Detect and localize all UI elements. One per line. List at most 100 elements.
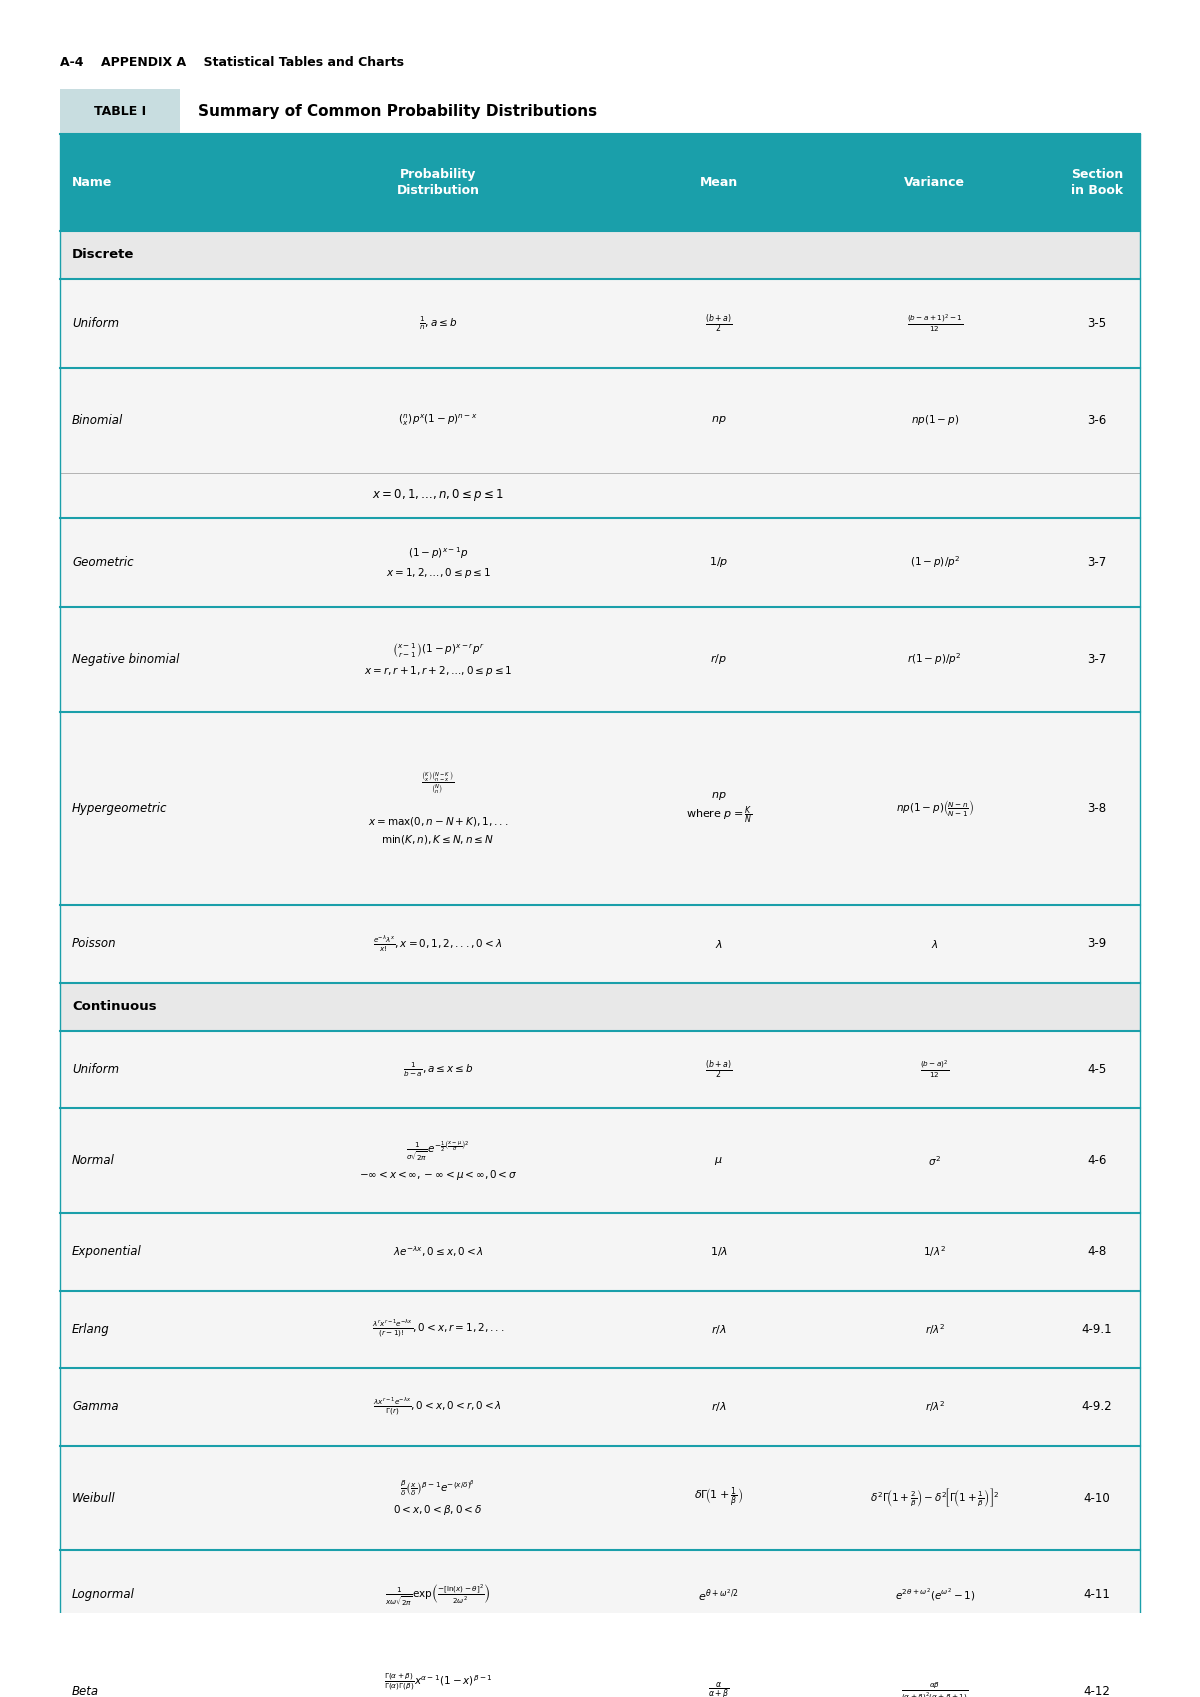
Text: $\frac{\Gamma(\alpha+\beta)}{\Gamma(\alpha)\Gamma(\beta)}x^{\alpha-1}(1-x)^{\bet: $\frac{\Gamma(\alpha+\beta)}{\Gamma(\alp… bbox=[383, 1672, 493, 1697]
Text: $r/\lambda^2$: $r/\lambda^2$ bbox=[924, 1400, 946, 1414]
Text: Gamma: Gamma bbox=[72, 1400, 119, 1414]
Text: $\lambda e^{-\lambda x}, 0\leq x, 0<\lambda$: $\lambda e^{-\lambda x}, 0\leq x, 0<\lam… bbox=[392, 1244, 484, 1259]
Text: $\lambda$: $\lambda$ bbox=[715, 938, 722, 950]
FancyBboxPatch shape bbox=[60, 905, 1140, 983]
Text: $\frac{1}{n}, a \leq b$: $\frac{1}{n}, a \leq b$ bbox=[419, 316, 457, 333]
FancyBboxPatch shape bbox=[60, 1639, 1140, 1697]
Text: Erlang: Erlang bbox=[72, 1324, 109, 1336]
FancyBboxPatch shape bbox=[60, 473, 1140, 518]
Text: 3-6: 3-6 bbox=[1087, 414, 1106, 426]
Text: $\frac{(b-a)^2}{12}$: $\frac{(b-a)^2}{12}$ bbox=[920, 1059, 949, 1081]
Text: TABLE I: TABLE I bbox=[94, 105, 146, 117]
Text: $\frac{1}{\sigma\sqrt{2\pi}}e^{-\frac{1}{2}\left(\frac{x-\mu}{\sigma}\right)^2}$: $\frac{1}{\sigma\sqrt{2\pi}}e^{-\frac{1}… bbox=[359, 1140, 517, 1183]
Text: Beta: Beta bbox=[72, 1685, 100, 1697]
Text: $np(1-p)\left(\frac{N-n}{N-1}\right)$: $np(1-p)\left(\frac{N-n}{N-1}\right)$ bbox=[896, 798, 973, 818]
Text: Negative binomial: Negative binomial bbox=[72, 653, 179, 665]
Text: Summary of Common Probability Distributions: Summary of Common Probability Distributi… bbox=[198, 104, 598, 119]
Text: $\delta\Gamma\!\left(1+\frac{1}{\beta}\right)$: $\delta\Gamma\!\left(1+\frac{1}{\beta}\r… bbox=[695, 1487, 743, 1510]
FancyBboxPatch shape bbox=[60, 606, 1140, 711]
FancyBboxPatch shape bbox=[60, 711, 1140, 905]
Text: $\frac{\binom{K}{x}\binom{N-K}{n-x}}{\binom{N}{n}}$

$x=\max(0,n-N+K),1,...$
$\m: $\frac{\binom{K}{x}\binom{N-K}{n-x}}{\bi… bbox=[367, 770, 509, 845]
Text: $np$: $np$ bbox=[712, 414, 726, 426]
Text: $\frac{\lambda x^{r-1}e^{-\lambda x}}{\Gamma(r)}, 0<x, 0<r, 0<\lambda$: $\frac{\lambda x^{r-1}e^{-\lambda x}}{\G… bbox=[373, 1397, 503, 1417]
Text: A-4    APPENDIX A    Statistical Tables and Charts: A-4 APPENDIX A Statistical Tables and Ch… bbox=[60, 56, 404, 70]
Text: 3-8: 3-8 bbox=[1087, 801, 1106, 815]
FancyBboxPatch shape bbox=[60, 1446, 1140, 1551]
FancyBboxPatch shape bbox=[60, 1108, 1140, 1213]
Text: Exponential: Exponential bbox=[72, 1246, 142, 1259]
FancyBboxPatch shape bbox=[60, 1213, 1140, 1291]
Text: $\mu$: $\mu$ bbox=[714, 1156, 724, 1168]
Text: Uniform: Uniform bbox=[72, 1064, 119, 1076]
FancyBboxPatch shape bbox=[60, 368, 1140, 473]
Text: Probability
Distribution: Probability Distribution bbox=[396, 168, 480, 197]
Text: Binomial: Binomial bbox=[72, 414, 124, 426]
Text: 4-5: 4-5 bbox=[1087, 1064, 1106, 1076]
Text: 3-5: 3-5 bbox=[1087, 317, 1106, 329]
Text: Mean: Mean bbox=[700, 176, 738, 188]
Text: $\frac{\beta}{\delta}\left(\frac{x}{\delta}\right)^{\beta-1}e^{-(x/\delta)^\beta: $\frac{\beta}{\delta}\left(\frac{x}{\del… bbox=[394, 1478, 482, 1517]
Text: Section
in Book: Section in Book bbox=[1070, 168, 1123, 197]
FancyBboxPatch shape bbox=[60, 518, 1140, 606]
Text: $\frac{e^{-\lambda}\lambda^x}{x!}, x=0,1,2,...,0<\lambda$: $\frac{e^{-\lambda}\lambda^x}{x!}, x=0,1… bbox=[373, 933, 503, 954]
Text: Geometric: Geometric bbox=[72, 557, 133, 568]
FancyBboxPatch shape bbox=[60, 278, 1140, 368]
Text: $1/\lambda^2$: $1/\lambda^2$ bbox=[923, 1244, 947, 1259]
FancyBboxPatch shape bbox=[60, 231, 1140, 278]
Text: $\frac{\lambda^r x^{r-1}e^{-\lambda x}}{(r-1)!}, 0<x, r=1,2,...$: $\frac{\lambda^r x^{r-1}e^{-\lambda x}}{… bbox=[372, 1319, 504, 1341]
Text: $\frac{\alpha\beta}{(\alpha+\beta)^2(\alpha+\beta+1)}$: $\frac{\alpha\beta}{(\alpha+\beta)^2(\al… bbox=[901, 1680, 968, 1697]
Text: Poisson: Poisson bbox=[72, 937, 116, 950]
Text: 4-6: 4-6 bbox=[1087, 1154, 1106, 1168]
Text: $\frac{(b+a)}{2}$: $\frac{(b+a)}{2}$ bbox=[706, 1059, 732, 1081]
Text: $r/\lambda^2$: $r/\lambda^2$ bbox=[924, 1322, 946, 1337]
Text: Name: Name bbox=[72, 176, 113, 188]
Text: $(1-p)^{x-1}p$
$x=1,2,\ldots, 0\leq p\leq 1$: $(1-p)^{x-1}p$ $x=1,2,\ldots, 0\leq p\le… bbox=[385, 545, 491, 580]
FancyBboxPatch shape bbox=[60, 983, 1140, 1032]
Text: 4-11: 4-11 bbox=[1084, 1588, 1110, 1602]
Text: $x=0,1,\ldots,n, 0\leq p\leq 1$: $x=0,1,\ldots,n, 0\leq p\leq 1$ bbox=[372, 487, 504, 504]
Text: $\frac{1}{b-a}, a\leq x\leq b$: $\frac{1}{b-a}, a\leq x\leq b$ bbox=[403, 1061, 473, 1079]
Text: $\binom{x-1}{r-1}(1-p)^{x-r}p^r$
$x=r,r+1,r+2,\ldots,0\leq p\leq 1$: $\binom{x-1}{r-1}(1-p)^{x-r}p^r$ $x=r,r+… bbox=[364, 640, 512, 677]
Text: $(1-p)/p^2$: $(1-p)/p^2$ bbox=[910, 555, 960, 570]
Text: Hypergeometric: Hypergeometric bbox=[72, 801, 168, 815]
Text: $\frac{(b+a)}{2}$: $\frac{(b+a)}{2}$ bbox=[706, 312, 732, 334]
Text: $\frac{1}{x\omega\sqrt{2\pi}}\exp\!\left(\frac{-[\ln(x)-\theta]^2}{2\omega^2}\ri: $\frac{1}{x\omega\sqrt{2\pi}}\exp\!\left… bbox=[385, 1582, 491, 1607]
FancyBboxPatch shape bbox=[60, 88, 180, 134]
Text: $1/p$: $1/p$ bbox=[709, 555, 728, 568]
Text: $e^{\theta+\omega^2/2}$: $e^{\theta+\omega^2/2}$ bbox=[698, 1587, 739, 1602]
FancyBboxPatch shape bbox=[60, 134, 1140, 231]
Text: $1/\lambda$: $1/\lambda$ bbox=[709, 1246, 728, 1259]
Text: $r/p$: $r/p$ bbox=[710, 652, 727, 667]
Text: 4-8: 4-8 bbox=[1087, 1246, 1106, 1259]
FancyBboxPatch shape bbox=[60, 1291, 1140, 1368]
Text: $\frac{\alpha}{\alpha+\beta}$: $\frac{\alpha}{\alpha+\beta}$ bbox=[708, 1682, 730, 1697]
Text: $\sigma^2$: $\sigma^2$ bbox=[929, 1154, 941, 1168]
FancyBboxPatch shape bbox=[60, 1368, 1140, 1446]
FancyBboxPatch shape bbox=[60, 1032, 1140, 1108]
Text: $r(1-p)/p^2$: $r(1-p)/p^2$ bbox=[907, 652, 962, 667]
Text: Discrete: Discrete bbox=[72, 248, 134, 261]
Text: 4-9.2: 4-9.2 bbox=[1081, 1400, 1112, 1414]
Text: Uniform: Uniform bbox=[72, 317, 119, 329]
Text: Lognormal: Lognormal bbox=[72, 1588, 134, 1602]
Text: Weibull: Weibull bbox=[72, 1492, 115, 1505]
Text: $\delta^2\Gamma\!\left(1+\frac{2}{\beta}\right)-\delta^2\!\left[\Gamma\!\left(1+: $\delta^2\Gamma\!\left(1+\frac{2}{\beta}… bbox=[870, 1487, 1000, 1509]
Text: $np(1-p)$: $np(1-p)$ bbox=[911, 414, 959, 428]
Text: $r/\lambda$: $r/\lambda$ bbox=[710, 1400, 727, 1414]
Text: Continuous: Continuous bbox=[72, 1000, 157, 1013]
Text: Variance: Variance bbox=[905, 176, 965, 188]
Text: 3-7: 3-7 bbox=[1087, 557, 1106, 568]
Text: $\frac{(b-a+1)^2-1}{12}$: $\frac{(b-a+1)^2-1}{12}$ bbox=[907, 312, 962, 334]
Text: 3-9: 3-9 bbox=[1087, 937, 1106, 950]
Text: 4-10: 4-10 bbox=[1084, 1492, 1110, 1505]
Text: Normal: Normal bbox=[72, 1154, 115, 1168]
FancyBboxPatch shape bbox=[60, 1551, 1140, 1639]
Text: $\lambda$: $\lambda$ bbox=[931, 938, 938, 950]
Text: 4-9.1: 4-9.1 bbox=[1081, 1324, 1112, 1336]
Text: 4-12: 4-12 bbox=[1084, 1685, 1110, 1697]
Text: $r/\lambda$: $r/\lambda$ bbox=[710, 1324, 727, 1336]
Text: $np$
where $p=\frac{K}{N}$: $np$ where $p=\frac{K}{N}$ bbox=[685, 791, 752, 826]
Text: $e^{2\theta+\omega^2}(e^{\omega^2}-1)$: $e^{2\theta+\omega^2}(e^{\omega^2}-1)$ bbox=[894, 1587, 976, 1604]
Text: 3-7: 3-7 bbox=[1087, 653, 1106, 665]
Text: $\binom{n}{x}p^x(1-p)^{n-x}$: $\binom{n}{x}p^x(1-p)^{n-x}$ bbox=[398, 412, 478, 428]
